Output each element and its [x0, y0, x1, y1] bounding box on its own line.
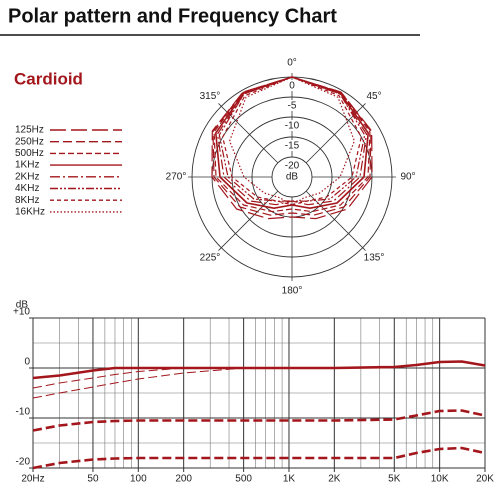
y-tick-label: 0 [24, 357, 30, 368]
page-title: Polar pattern and Frequency Chart [8, 5, 337, 27]
response-curve [32, 360, 486, 380]
x-tick-label: 200 [175, 474, 192, 485]
legend-label: 125Hz [15, 125, 44, 136]
x-tick-label: 2K [328, 474, 341, 485]
ring-label-bg [283, 120, 301, 131]
angle-label: 45° [366, 91, 381, 102]
legend-label: 1KHz [15, 160, 39, 171]
response-curve [32, 446, 486, 470]
polar-subtitle: Cardioid [14, 69, 83, 88]
r-unit-label: dB [286, 172, 299, 183]
legend-label: 16KHz [15, 207, 45, 218]
legend-label: 500Hz [15, 148, 44, 159]
angle-label: 180° [282, 286, 303, 297]
y-tick-label: +10 [13, 307, 30, 318]
x-tick-label: 100 [130, 474, 147, 485]
ring [271, 156, 313, 198]
ring-label-bg [283, 140, 301, 151]
angle-label: 135° [364, 252, 385, 263]
x-tick-label: 5K [388, 474, 401, 485]
ring-label: -5 [288, 101, 297, 112]
y-tick-label: -10 [16, 407, 31, 418]
x-tick-label: 20Hz [21, 474, 44, 485]
polar-curve [218, 76, 366, 202]
y-axis-label: dB [16, 300, 29, 311]
ring-label: -20 [285, 161, 300, 172]
ring-label: 0 [289, 81, 295, 92]
spoke [305, 190, 366, 251]
response-curve [32, 361, 486, 399]
x-tick-label: 10K [431, 474, 449, 485]
polar-curve [222, 76, 362, 206]
legend-label: 4KHz [15, 183, 39, 194]
spoke [218, 190, 279, 251]
ring-label: -15 [285, 141, 300, 152]
ring-label: -10 [285, 121, 300, 132]
response-curve [32, 409, 486, 432]
x-tick-label: 50 [87, 474, 99, 485]
ring-label-bg [283, 160, 301, 171]
ring-label-bg [283, 100, 301, 111]
angle-label: 270° [166, 172, 187, 183]
angle-label: 315° [200, 91, 221, 102]
angle-label: 0° [287, 58, 297, 69]
x-tick-label: 500 [235, 474, 252, 485]
polar-curve [212, 76, 372, 216]
x-tick-label: 20K [476, 474, 494, 485]
polar-curve [211, 76, 373, 220]
polar-curve [229, 76, 355, 206]
legend-label: 250Hz [15, 136, 44, 147]
legend-label: 8KHz [15, 195, 39, 206]
angle-label: 225° [200, 252, 221, 263]
polar-curve [213, 76, 371, 213]
ring-label-bg [283, 80, 301, 91]
y-tick-label: -20 [16, 457, 31, 468]
angle-label: 90° [400, 172, 415, 183]
legend-label: 2KHz [15, 171, 39, 182]
x-tick-label: 1K [283, 474, 296, 485]
